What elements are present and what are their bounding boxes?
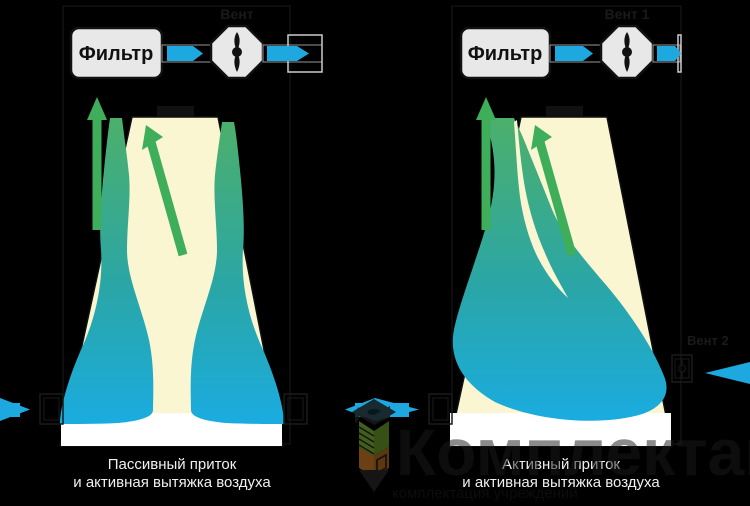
svg-text:комплектация учреждений: комплектация учреждений bbox=[392, 485, 578, 502]
svg-text:Комплектант: Комплектант bbox=[396, 415, 750, 489]
